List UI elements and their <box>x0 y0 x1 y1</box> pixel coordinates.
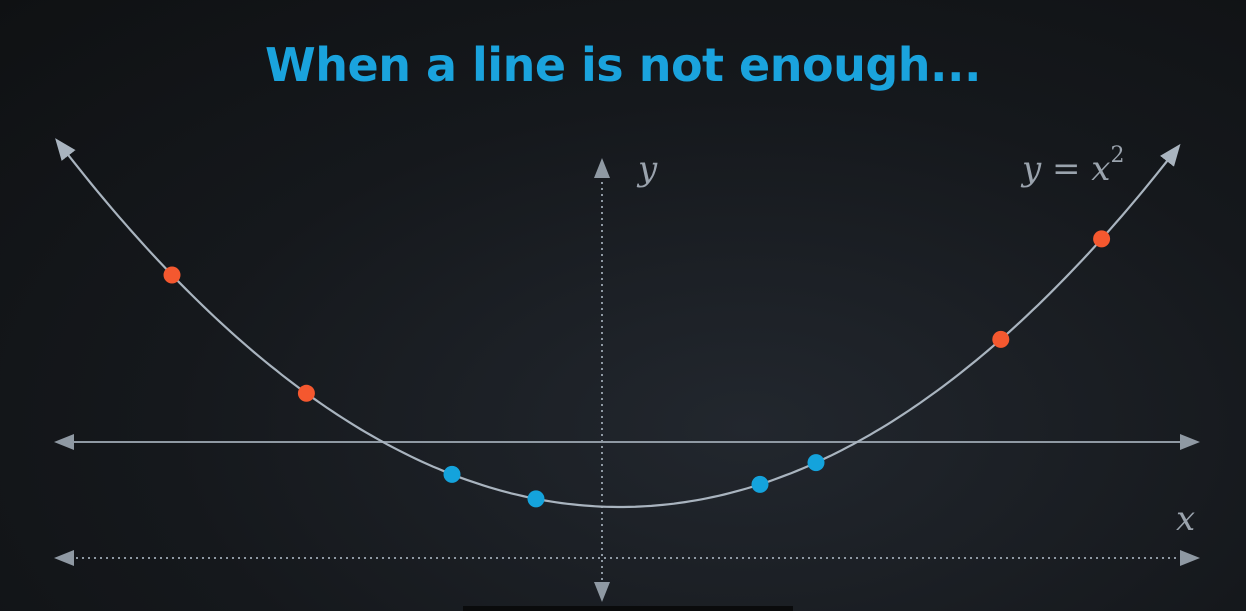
x-axis-label: x <box>1176 499 1195 539</box>
data-points <box>163 230 1111 508</box>
outer-point <box>992 330 1010 348</box>
equation-lhs: y = x <box>1020 149 1111 189</box>
inner-point <box>527 490 545 508</box>
inner-point <box>751 475 769 493</box>
equation-exponent: 2 <box>1111 143 1125 168</box>
parabola-curve <box>55 138 1181 509</box>
equation-label: y = x2 <box>1020 143 1125 189</box>
y-axis-label: y <box>636 149 658 189</box>
bottom-bar <box>463 606 793 611</box>
outer-point <box>297 384 315 402</box>
inner-point <box>443 465 461 483</box>
inner-point <box>807 454 825 472</box>
slide-title: When a line is not enough... <box>265 38 981 92</box>
outer-point <box>163 266 181 284</box>
outer-point <box>1093 230 1111 248</box>
